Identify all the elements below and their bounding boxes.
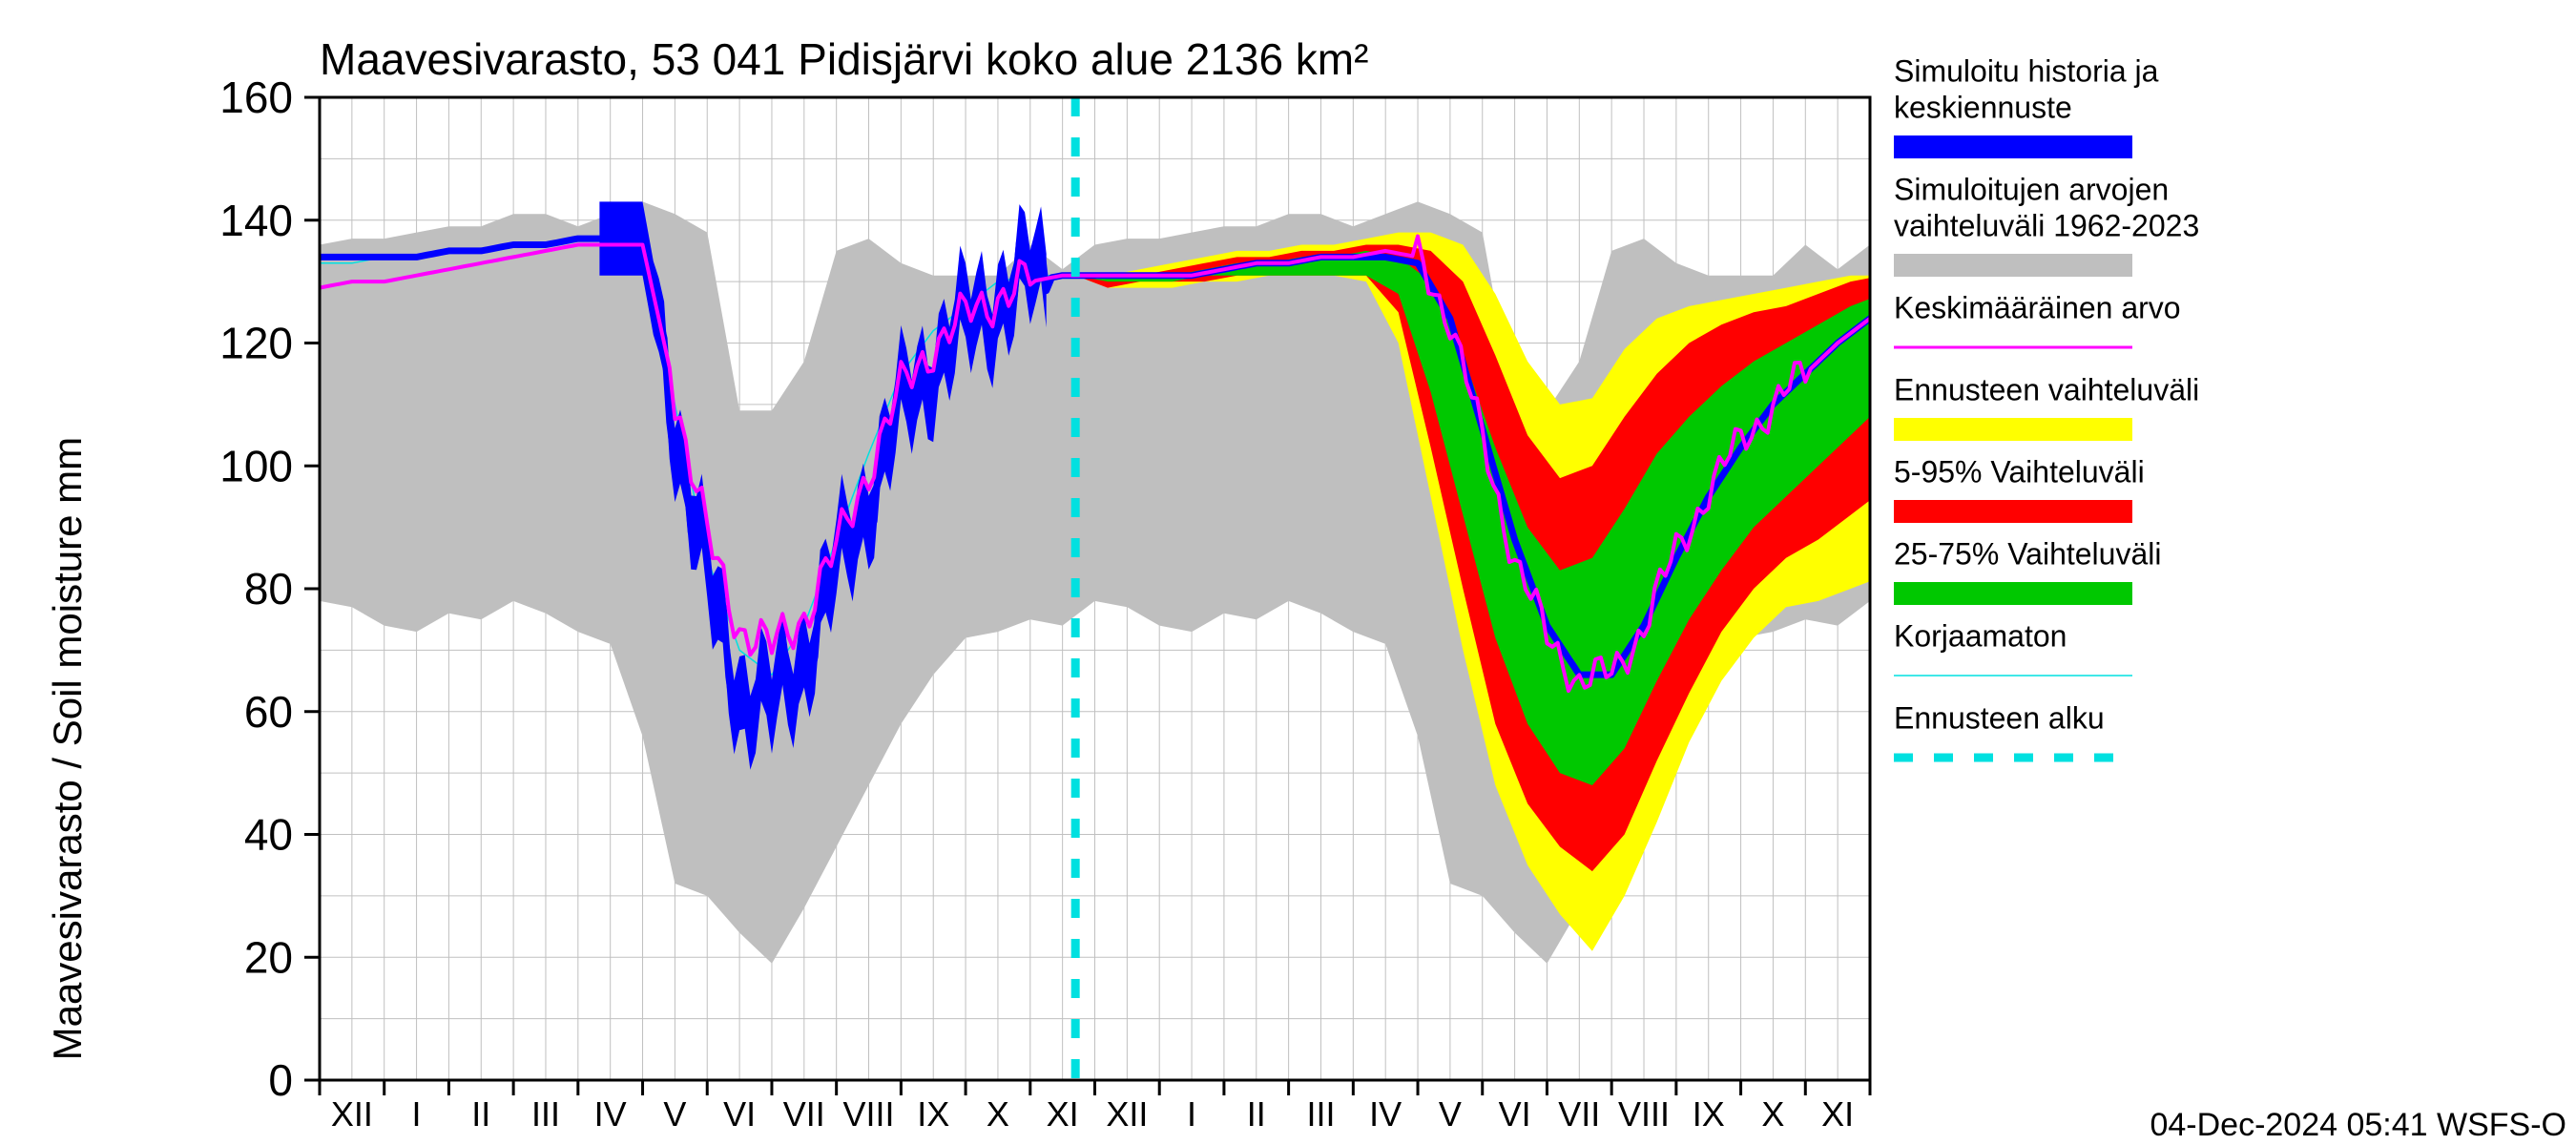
svg-text:Ennusteen vaihteluväli: Ennusteen vaihteluväli	[1894, 373, 2199, 407]
svg-text:vaihteluväli 1962-2023: vaihteluväli 1962-2023	[1894, 209, 2199, 243]
svg-text:V: V	[663, 1094, 686, 1134]
svg-text:60: 60	[244, 687, 293, 737]
svg-text:X: X	[1761, 1094, 1784, 1134]
svg-text:0: 0	[268, 1055, 293, 1105]
svg-text:XI: XI	[1047, 1094, 1079, 1134]
svg-text:III: III	[531, 1094, 560, 1134]
svg-text:XII: XII	[1106, 1094, 1148, 1134]
svg-text:40: 40	[244, 810, 293, 860]
svg-text:2024: 2024	[410, 1138, 487, 1145]
svg-text:XII: XII	[331, 1094, 373, 1134]
svg-text:II: II	[1247, 1094, 1266, 1134]
svg-text:I: I	[1187, 1094, 1196, 1134]
svg-text:Ennusteen alku: Ennusteen alku	[1894, 701, 2105, 736]
svg-text:VII: VII	[1558, 1094, 1600, 1134]
svg-text:IV: IV	[594, 1094, 627, 1134]
svg-text:120: 120	[219, 319, 293, 368]
svg-text:VI: VI	[1499, 1094, 1531, 1134]
svg-text:VIII: VIII	[843, 1094, 895, 1134]
svg-text:2025: 2025	[1186, 1138, 1262, 1145]
svg-text:80: 80	[244, 564, 293, 614]
svg-text:VII: VII	[783, 1094, 825, 1134]
svg-text:100: 100	[219, 441, 293, 490]
svg-text:keskiennuste: keskiennuste	[1894, 91, 2072, 125]
soil-moisture-chart: 020406080100120140160XIIIIIIIIIVVVIVIIVI…	[0, 0, 2576, 1145]
svg-text:VIII: VIII	[1618, 1094, 1670, 1134]
svg-text:Simuloitujen arvojen: Simuloitujen arvojen	[1894, 173, 2169, 207]
svg-text:160: 160	[219, 73, 293, 122]
svg-text:V: V	[1439, 1094, 1462, 1134]
svg-text:I: I	[412, 1094, 422, 1134]
svg-text:IX: IX	[917, 1094, 949, 1134]
svg-text:Maavesivarasto, 53 041 Pidisjä: Maavesivarasto, 53 041 Pidisjärvi koko a…	[320, 34, 1368, 84]
svg-text:140: 140	[219, 196, 293, 245]
svg-text:III: III	[1306, 1094, 1335, 1134]
svg-text:Korjaamaton: Korjaamaton	[1894, 619, 2067, 654]
svg-text:IX: IX	[1693, 1094, 1725, 1134]
svg-text:XI: XI	[1821, 1094, 1854, 1134]
svg-text:IV: IV	[1369, 1094, 1402, 1134]
svg-text:20: 20	[244, 932, 293, 982]
svg-text:Simuloitu historia ja: Simuloitu historia ja	[1894, 54, 2159, 89]
svg-text:25-75% Vaihteluväli: 25-75% Vaihteluväli	[1894, 537, 2161, 572]
svg-text:Keskimääräinen arvo: Keskimääräinen arvo	[1894, 291, 2181, 325]
svg-text:Maavesivarasto / Soil moisture: Maavesivarasto / Soil moisture mm	[45, 437, 90, 1061]
svg-text:5-95% Vaihteluväli: 5-95% Vaihteluväli	[1894, 455, 2145, 489]
svg-text:X: X	[987, 1094, 1009, 1134]
svg-text:VI: VI	[723, 1094, 756, 1134]
svg-text:II: II	[471, 1094, 490, 1134]
svg-text:04-Dec-2024 05:41 WSFS-O: 04-Dec-2024 05:41 WSFS-O	[2150, 1107, 2566, 1143]
